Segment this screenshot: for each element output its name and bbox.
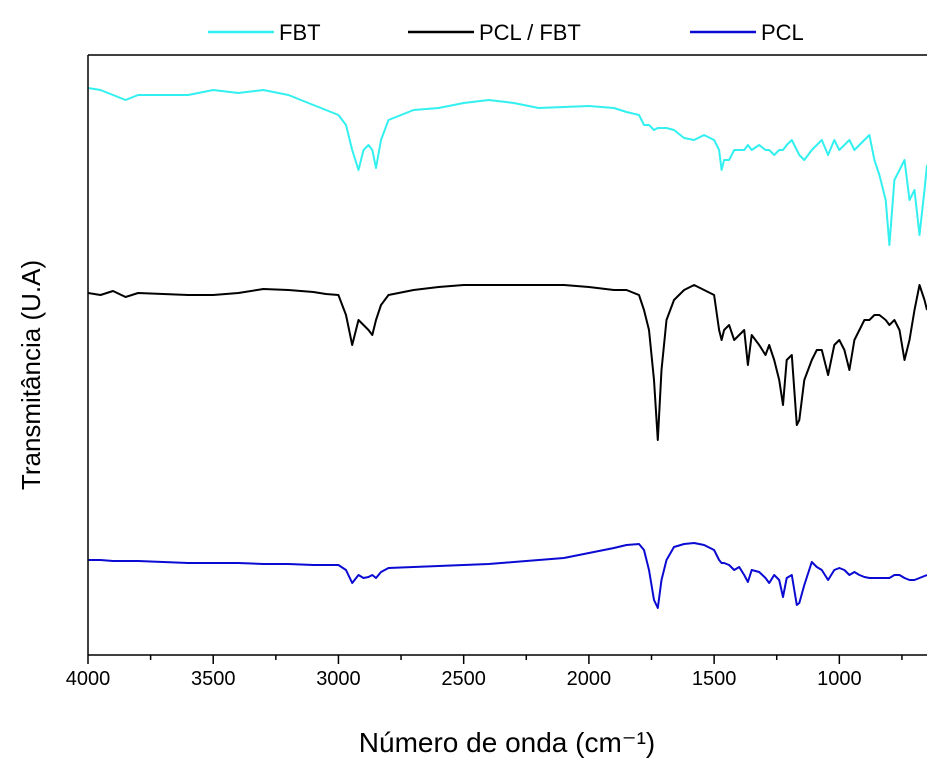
legend-label: PCL (761, 20, 804, 45)
x-tick-label: 2000 (567, 668, 612, 690)
y-axis-label: Transmitância (U.A) (16, 260, 46, 490)
legend: FBT PCL / FBT PCL (208, 20, 804, 45)
x-tick-label: 4000 (66, 668, 111, 690)
x-tick-label: 3500 (191, 668, 236, 690)
x-tick-label: 1000 (817, 668, 862, 690)
plot-area (88, 87, 927, 609)
legend-label: PCL / FBT (479, 20, 581, 45)
x-tick-label: 3000 (316, 668, 361, 690)
x-tick-label: 2500 (441, 668, 486, 690)
spectrum-line (88, 284, 927, 441)
legend-label: FBT (279, 20, 321, 45)
spectrum-line (88, 87, 927, 246)
x-tick-label: 1500 (692, 668, 737, 690)
x-axis-label: Número de onda (cm⁻¹) (359, 727, 655, 758)
spectrum-line (88, 542, 927, 609)
